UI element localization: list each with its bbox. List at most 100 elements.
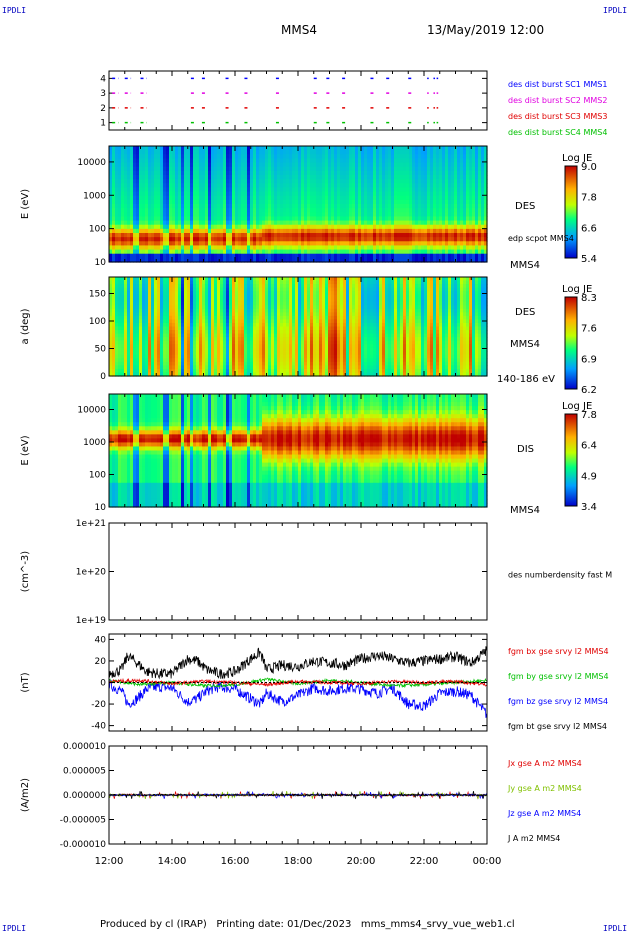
heatmap-cell: [421, 150, 425, 155]
heatmap-cell: [151, 162, 155, 168]
heatmap-cell: [280, 249, 284, 255]
heatmap-cell: [112, 158, 116, 164]
heatmap-cell: [280, 237, 284, 242]
heatmap-cell: [223, 326, 227, 331]
heatmap-cell: [436, 224, 440, 230]
heatmap-cell: [391, 216, 395, 222]
heatmap-cell: [319, 154, 323, 160]
heatmap-cell: [211, 195, 215, 201]
heatmap-cell: [268, 183, 272, 189]
heatmap-cell: [148, 175, 152, 180]
heatmap-cell: [277, 179, 281, 184]
heatmap-cell: [226, 277, 230, 282]
heatmap-cell: [322, 233, 326, 238]
heatmap-cell: [145, 351, 149, 356]
heatmap-cell: [247, 253, 251, 259]
heatmap-cell: [235, 308, 239, 313]
heatmap-cell: [181, 361, 185, 366]
heatmap-cell: [145, 326, 149, 331]
heatmap-cell: [223, 368, 227, 374]
heatmap-cell: [325, 158, 329, 164]
heatmap-cell: [394, 204, 398, 209]
heatmap-cell: [451, 228, 455, 234]
heatmap-cell: [400, 249, 404, 255]
heatmap-cell: [451, 154, 455, 160]
heatmap-cell: [268, 175, 272, 180]
heatmap-cell: [121, 315, 125, 321]
heatmap-cell: [184, 358, 188, 363]
heatmap-cell: [205, 354, 209, 359]
heatmap-cell: [433, 158, 437, 164]
heatmap-cell: [343, 216, 347, 222]
heatmap-cell: [199, 253, 203, 259]
heatmap-cell: [232, 322, 236, 328]
heatmap-cell: [229, 330, 233, 335]
heatmap-cell: [238, 249, 242, 255]
heatmap-cell: [205, 301, 209, 306]
heatmap-cell: [148, 233, 152, 238]
heatmap-cell: [481, 204, 485, 209]
heatmap-cell: [472, 216, 476, 222]
heatmap-cell: [112, 241, 116, 247]
heatmap-cell: [199, 166, 203, 172]
heatmap-cell: [328, 175, 332, 180]
heatmap-cell: [220, 150, 224, 155]
heatmap-cell: [460, 237, 464, 242]
heatmap-cell: [142, 337, 146, 342]
heatmap-cell: [157, 337, 161, 342]
heatmap-cell: [229, 208, 233, 213]
heatmap-cell: [448, 170, 452, 176]
heatmap-cell: [169, 277, 173, 282]
heatmap-cell: [232, 280, 236, 285]
heatmap-cell: [391, 237, 395, 242]
heatmap-cell: [358, 162, 362, 168]
heatmap-cell: [211, 301, 215, 306]
heatmap-cell: [235, 208, 239, 213]
heatmap-cell: [214, 241, 218, 247]
heatmap-cell: [160, 179, 164, 184]
heatmap-cell: [433, 253, 437, 259]
heatmap-cell: [223, 365, 227, 370]
heatmap-cell: [124, 333, 128, 338]
heatmap-cell: [367, 253, 371, 259]
heatmap-cell: [217, 175, 221, 180]
heatmap-cell: [196, 187, 200, 193]
heatmap-cell: [235, 358, 239, 363]
heatmap-cell: [139, 175, 143, 180]
heatmap-cell: [169, 372, 173, 377]
heatmap-cell: [148, 361, 152, 366]
heatmap-cell: [334, 146, 338, 151]
heatmap-cell: [205, 361, 209, 366]
heatmap-cell: [232, 333, 236, 338]
heatmap-cell: [223, 277, 227, 282]
heatmap-cell: [217, 340, 221, 345]
heatmap-cell: [193, 199, 197, 205]
heatmap-cell: [310, 158, 314, 164]
heatmap-cell: [151, 187, 155, 193]
heatmap-cell: [193, 319, 197, 324]
heatmap-cell: [256, 228, 260, 234]
heatmap-cell: [292, 187, 296, 193]
heatmap-cell: [133, 340, 137, 345]
heatmap-cell: [448, 224, 452, 230]
heatmap-cell: [331, 146, 335, 151]
heatmap-cell: [205, 212, 209, 218]
heatmap-cell: [460, 175, 464, 180]
heatmap-cell: [406, 245, 410, 251]
heatmap-cell: [361, 204, 365, 209]
heatmap-cell: [274, 154, 278, 160]
heatmap-cell: [142, 253, 146, 259]
heatmap-cell: [244, 249, 248, 255]
heatmap-cell: [175, 284, 179, 289]
heatmap-cell: [445, 237, 449, 242]
heatmap-cell: [205, 199, 209, 205]
heatmap-cell: [250, 245, 254, 251]
heatmap-cell: [235, 347, 239, 352]
heatmap-cell: [157, 195, 161, 201]
heatmap-cell: [127, 308, 131, 313]
heatmap-cell: [433, 216, 437, 222]
heatmap-cell: [322, 191, 326, 197]
heatmap-cell: [340, 183, 344, 189]
heatmap-cell: [232, 162, 236, 168]
heatmap-cell: [439, 204, 443, 209]
